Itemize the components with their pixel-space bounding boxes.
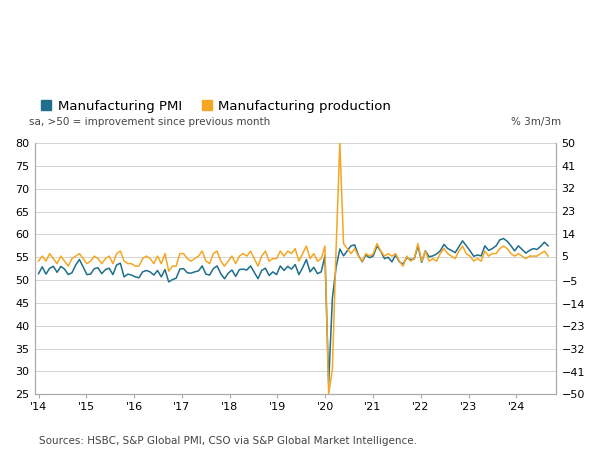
Text: sa, >50 = improvement since previous month: sa, >50 = improvement since previous mon… [29,117,271,127]
Legend: Manufacturing PMI, Manufacturing production: Manufacturing PMI, Manufacturing product… [36,94,397,118]
Text: % 3m/3m: % 3m/3m [511,117,561,127]
Text: Sources: HSBC, S&P Global PMI, CSO via S&P Global Market Intelligence.: Sources: HSBC, S&P Global PMI, CSO via S… [39,436,417,446]
